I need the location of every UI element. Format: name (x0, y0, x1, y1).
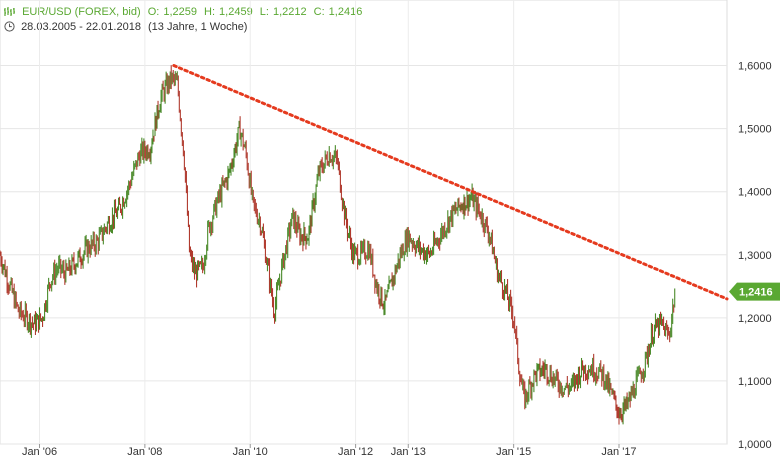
high-label: H: (204, 6, 216, 18)
price-bars (0, 65, 676, 425)
trendline-layer (172, 64, 729, 301)
chart-grid (0, 0, 728, 445)
date-range: 28.03.2005 - 22.01.2018 (21, 21, 141, 33)
high-value: 1,2459 (219, 6, 253, 18)
y-tick-label: 1,6000 (738, 61, 772, 73)
y-tick-label: 1,0000 (738, 439, 772, 451)
x-tick-label: Jan '13 (391, 446, 426, 458)
resistance-trendline (172, 64, 729, 301)
y-axis: 1,0000 1,1000 1,2000 1,3000 1,4000 1,5000 1,60… (738, 61, 772, 451)
chart-header-quote: EUR/USD (FOREX, bid) O: 1,2259 H: 1,2459 L… (4, 6, 366, 18)
y-tick-label: 1,3000 (738, 250, 772, 262)
last-price-marker: 1,2416 (729, 282, 780, 301)
x-tick-label: Jan '08 (127, 446, 162, 458)
low-label: L: (259, 6, 269, 18)
x-tick-label: Jan '17 (601, 446, 636, 458)
x-tick-label: Jan '15 (496, 446, 531, 458)
y-tick-label: 1,5000 (738, 124, 772, 136)
clock-icon (4, 21, 15, 32)
x-axis: Jan '06 Jan '08 Jan '10 Jan '12 Jan '13 Jan '… (22, 444, 637, 458)
x-tick-label: Jan '10 (233, 446, 268, 458)
symbol-label[interactable]: EUR/USD (FOREX, bid) (22, 6, 141, 18)
low-value: 1,2212 (272, 6, 307, 18)
close-label: C: (313, 6, 325, 18)
x-tick-label: Jan '06 (22, 446, 57, 458)
y-tick-label: 1,4000 (738, 187, 772, 199)
close-value: 1,2416 (328, 6, 363, 18)
chart-header-range: 28.03.2005 - 22.01.2018 (13 Jahre, 1 Woc… (4, 21, 251, 33)
period-label: (13 Jahre, 1 Woche) (148, 21, 248, 33)
open-value: 1,2259 (163, 6, 197, 18)
last-price-label: 1,2416 (739, 287, 773, 299)
last-price-badge (729, 282, 780, 301)
bar-chart-icon (4, 7, 15, 16)
y-tick-label: 1,2000 (738, 313, 772, 325)
y-tick-label: 1,1000 (738, 376, 772, 388)
x-tick-label: Jan '12 (338, 446, 373, 458)
open-label: O: (147, 6, 160, 18)
